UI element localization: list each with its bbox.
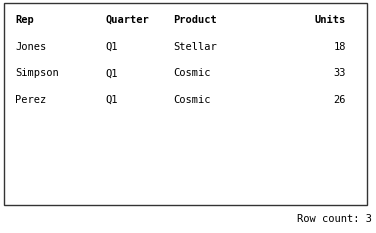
Text: Row count: 3: Row count: 3 (297, 214, 372, 224)
Text: Q1: Q1 (105, 95, 118, 105)
Text: 33: 33 (334, 69, 346, 78)
Text: Simpson: Simpson (15, 69, 59, 78)
Text: Cosmic: Cosmic (173, 69, 211, 78)
Text: Quarter: Quarter (105, 15, 149, 25)
Text: Units: Units (315, 15, 346, 25)
Text: 26: 26 (334, 95, 346, 105)
Text: Q1: Q1 (105, 69, 118, 78)
Text: Q1: Q1 (105, 42, 118, 51)
Text: Jones: Jones (15, 42, 46, 51)
Text: Perez: Perez (15, 95, 46, 105)
Text: 18: 18 (334, 42, 346, 51)
FancyBboxPatch shape (4, 3, 367, 205)
Text: Stellar: Stellar (173, 42, 217, 51)
Text: Rep: Rep (15, 15, 34, 25)
Text: Product: Product (173, 15, 217, 25)
Text: Cosmic: Cosmic (173, 95, 211, 105)
